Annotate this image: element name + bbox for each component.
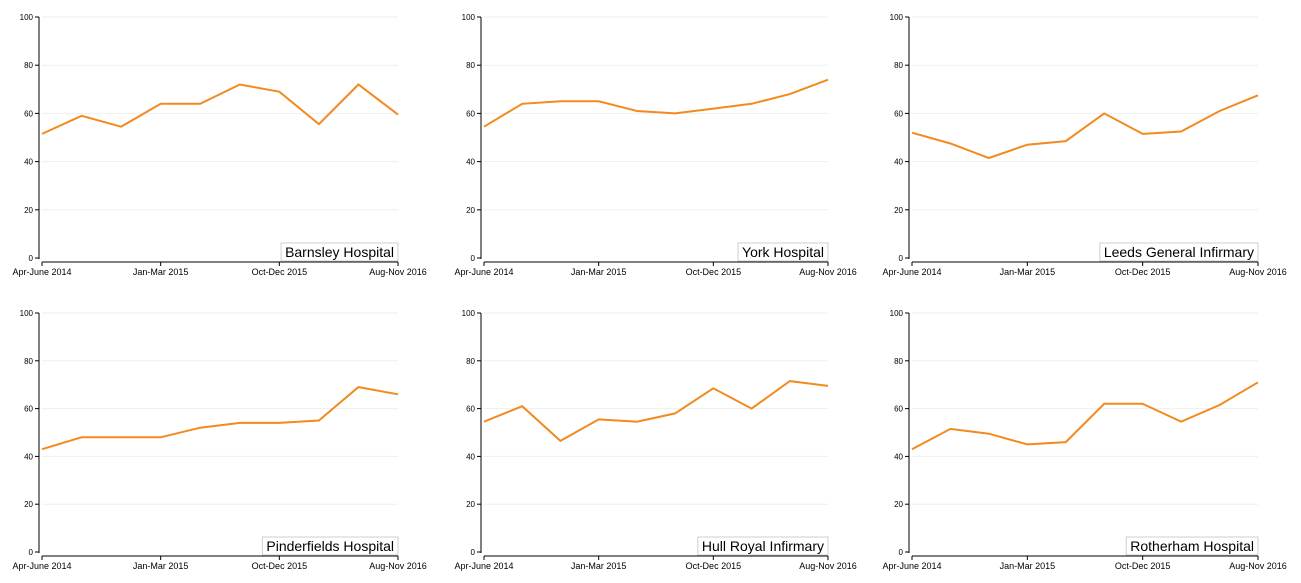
x-tick-label: Aug-Nov 2016 bbox=[369, 561, 427, 571]
series-line bbox=[912, 382, 1258, 449]
y-tick-label: 40 bbox=[894, 158, 903, 167]
x-tick-label: Apr-June 2014 bbox=[882, 561, 941, 571]
x-tick-label: Apr-June 2014 bbox=[454, 561, 513, 571]
series-line bbox=[484, 80, 828, 127]
panel-1: 0 20 40 60 80 100 Apr-June 2014 Jan-Mar 2015 Oct… bbox=[12, 13, 426, 277]
series-line bbox=[42, 387, 398, 449]
x-tick-label: Aug-Nov 2016 bbox=[369, 267, 427, 277]
y-tick-label: 100 bbox=[462, 309, 476, 318]
y-tick-label: 80 bbox=[24, 61, 33, 70]
y-tick-label: 0 bbox=[471, 548, 476, 557]
x-tick-label: Jan-Mar 2015 bbox=[1000, 561, 1056, 571]
x-tick-label: Jan-Mar 2015 bbox=[1000, 267, 1056, 277]
x-tick-label: Apr-June 2014 bbox=[12, 267, 71, 277]
hospital-label: Pinderfields Hospital bbox=[266, 538, 394, 554]
x-tick-label: Jan-Mar 2015 bbox=[571, 561, 627, 571]
y-tick-label: 0 bbox=[29, 254, 34, 263]
x-tick-label: Aug-Nov 2016 bbox=[799, 561, 857, 571]
x-tick-label: Apr-June 2014 bbox=[454, 267, 513, 277]
y-tick-label: 60 bbox=[894, 405, 903, 414]
y-tick-label: 0 bbox=[29, 548, 34, 557]
y-tick-label: 100 bbox=[890, 13, 904, 22]
panel-5: 0 20 40 60 80 100 Apr-June 2014 Jan-Mar 2015 Oct… bbox=[454, 309, 856, 571]
y-tick-label: 80 bbox=[894, 61, 903, 70]
y-tick-label: 0 bbox=[899, 548, 904, 557]
y-tick-label: 40 bbox=[24, 158, 33, 167]
y-tick-label: 80 bbox=[894, 357, 903, 366]
y-tick-label: 60 bbox=[24, 405, 33, 414]
x-tick-label: Oct-Dec 2015 bbox=[1115, 267, 1171, 277]
x-tick-label: Jan-Mar 2015 bbox=[571, 267, 627, 277]
y-tick-label: 20 bbox=[466, 500, 475, 509]
x-tick-label: Oct-Dec 2015 bbox=[252, 267, 308, 277]
hospital-label: Barnsley Hospital bbox=[285, 244, 394, 260]
y-tick-label: 80 bbox=[24, 357, 33, 366]
y-tick-label: 100 bbox=[462, 13, 476, 22]
hospital-label: Rotherham Hospital bbox=[1130, 538, 1254, 554]
y-tick-label: 60 bbox=[894, 109, 903, 118]
panel-2: 0 20 40 60 80 100 Apr-June 2014 Jan-Mar 2015 Oct… bbox=[454, 13, 856, 277]
y-tick-label: 20 bbox=[466, 206, 475, 215]
y-tick-label: 20 bbox=[894, 206, 903, 215]
y-tick-label: 0 bbox=[899, 254, 904, 263]
x-tick-label: Jan-Mar 2015 bbox=[133, 561, 189, 571]
y-tick-label: 60 bbox=[466, 109, 475, 118]
x-tick-label: Oct-Dec 2015 bbox=[252, 561, 308, 571]
x-tick-label: Oct-Dec 2015 bbox=[686, 267, 742, 277]
x-tick-label: Aug-Nov 2016 bbox=[1229, 267, 1287, 277]
y-tick-label: 80 bbox=[466, 357, 475, 366]
y-tick-label: 40 bbox=[466, 452, 475, 461]
series-line bbox=[912, 95, 1258, 158]
y-tick-label: 100 bbox=[20, 13, 34, 22]
y-tick-label: 20 bbox=[894, 500, 903, 509]
x-tick-label: Oct-Dec 2015 bbox=[686, 561, 742, 571]
panel-4: 0 20 40 60 80 100 Apr-June 2014 Jan-Mar 2015 Oct… bbox=[12, 309, 426, 571]
hospital-label: Hull Royal Infirmary bbox=[702, 538, 824, 554]
panel-3: 0 20 40 60 80 100 Apr-June 2014 Jan-Mar 2015 Oct… bbox=[882, 13, 1286, 277]
y-tick-label: 20 bbox=[24, 206, 33, 215]
panel-6: 0 20 40 60 80 100 Apr-June 2014 Jan-Mar 2015 Oct… bbox=[882, 309, 1286, 571]
y-tick-label: 40 bbox=[894, 452, 903, 461]
hospital-label: York Hospital bbox=[742, 244, 824, 260]
y-tick-label: 40 bbox=[466, 158, 475, 167]
y-tick-label: 60 bbox=[24, 109, 33, 118]
hospital-label: Leeds General Infirmary bbox=[1104, 244, 1254, 260]
series-line bbox=[484, 381, 828, 441]
y-tick-label: 100 bbox=[20, 309, 34, 318]
x-tick-label: Aug-Nov 2016 bbox=[1229, 561, 1287, 571]
y-tick-label: 20 bbox=[24, 500, 33, 509]
y-tick-label: 0 bbox=[471, 254, 476, 263]
y-tick-label: 60 bbox=[466, 405, 475, 414]
x-tick-label: Apr-June 2014 bbox=[882, 267, 941, 277]
y-tick-label: 100 bbox=[890, 309, 904, 318]
y-tick-label: 80 bbox=[466, 61, 475, 70]
x-tick-label: Jan-Mar 2015 bbox=[133, 267, 189, 277]
x-tick-label: Aug-Nov 2016 bbox=[799, 267, 857, 277]
y-tick-label: 40 bbox=[24, 452, 33, 461]
x-tick-label: Apr-June 2014 bbox=[12, 561, 71, 571]
x-tick-label: Oct-Dec 2015 bbox=[1115, 561, 1171, 571]
series-line bbox=[42, 85, 398, 134]
